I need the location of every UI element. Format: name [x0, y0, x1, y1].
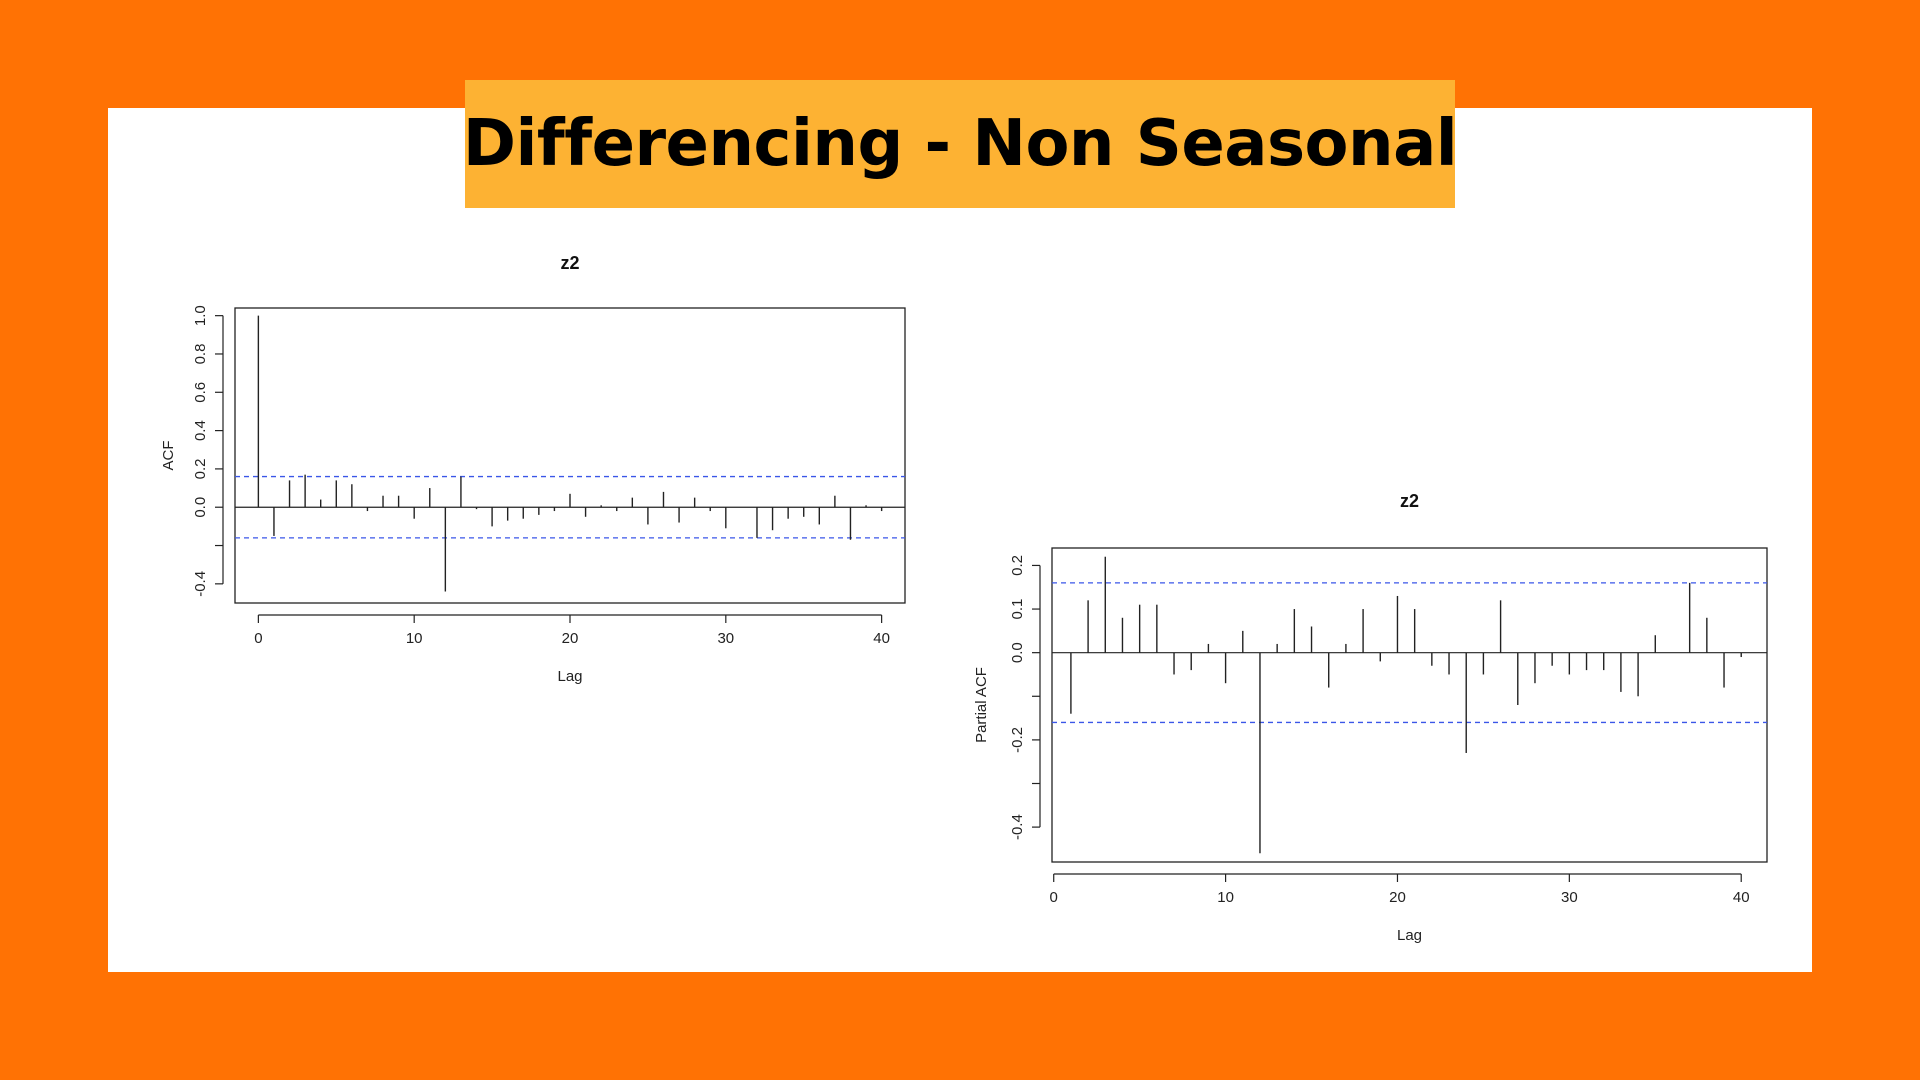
y-tick-label: 1.0: [192, 305, 209, 326]
slide-title: Differencing - Non Seasonal: [462, 107, 1458, 181]
pacf-chart: z2 0 10 20 30 40 Lag -0.4 -0.2 0.0 0.1 0.2 Partial A…: [973, 491, 1768, 944]
x-axis-label: Lag: [557, 668, 582, 685]
y-tick-label: -0.2: [1009, 727, 1026, 753]
y-tick-label: 0.4: [192, 420, 209, 441]
x-tick-label: 0: [254, 630, 262, 647]
x-tick-label: 40: [873, 630, 890, 647]
y-tick-label: 0.1: [1009, 599, 1026, 620]
x-axis-label: Lag: [1397, 927, 1422, 944]
plot-frame: [1051, 547, 1768, 863]
x-tick-label: 30: [717, 630, 734, 647]
x-tick-label: 20: [1389, 889, 1406, 906]
chart-title: z2: [560, 253, 579, 273]
y-tick-label: 0.0: [1009, 642, 1026, 663]
y-tick-label: 0.8: [192, 344, 209, 365]
x-tick-label: 20: [562, 630, 579, 647]
y-tick-label: -0.4: [1009, 814, 1026, 840]
y-tick-label: 0.2: [1009, 555, 1026, 576]
x-tick-label: 10: [1217, 889, 1234, 906]
y-tick-label: -0.4: [192, 571, 209, 597]
x-tick-label: 30: [1561, 889, 1578, 906]
acf-chart: z2 0 10 20 30 40 Lag -0.4 0.0 0.2 0.4 0.6 0.8 1.0 ACF: [160, 253, 906, 685]
x-tick-label: 40: [1733, 889, 1750, 906]
y-axis-label: Partial ACF: [973, 667, 990, 743]
plot-frame: [234, 307, 906, 604]
y-axis-label: ACF: [160, 441, 177, 471]
y-tick-label: 0.6: [192, 382, 209, 403]
y-tick-label: 0.0: [192, 497, 209, 518]
x-tick-label: 0: [1050, 889, 1058, 906]
x-tick-label: 10: [406, 630, 423, 647]
title-banner: Differencing - Non Seasonal: [462, 80, 1458, 208]
chart-title: z2: [1400, 491, 1419, 511]
slide-panel: [108, 108, 1812, 972]
y-tick-label: 0.2: [192, 458, 209, 479]
